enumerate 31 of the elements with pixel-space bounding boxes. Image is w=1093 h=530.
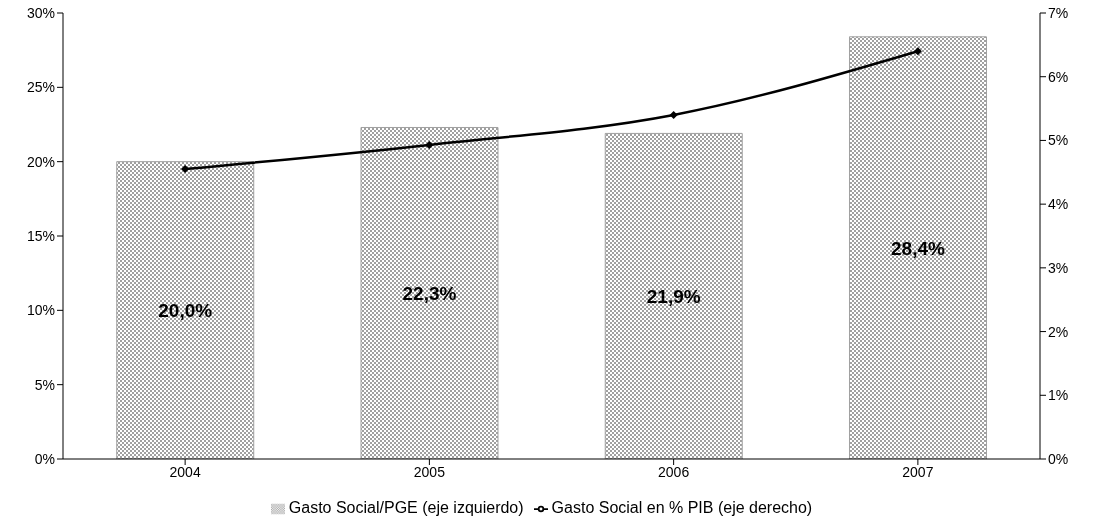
y-tick-label: 30% bbox=[26, 4, 55, 21]
bar bbox=[848, 36, 987, 459]
y-tick-label: 0% bbox=[34, 450, 55, 467]
point bbox=[425, 140, 434, 149]
y2-tick-label: 0% bbox=[1048, 450, 1069, 467]
y-tick-label: 10% bbox=[26, 302, 55, 319]
y2-tick-label: 7% bbox=[1048, 4, 1069, 21]
legend-label: Gasto Social/PGE (eje izquierdo) bbox=[288, 499, 524, 516]
y2-tick-label: 1% bbox=[1048, 387, 1069, 404]
x-tick-label: 2006 bbox=[658, 463, 690, 480]
data-label: 22,3% bbox=[402, 282, 457, 304]
data-label: 21,9% bbox=[646, 285, 701, 307]
point bbox=[913, 47, 922, 56]
legend-label: Gasto Social en % PIB (eje derecho) bbox=[551, 499, 813, 516]
y2-tick-label: 5% bbox=[1048, 132, 1069, 149]
data-label: 28,4% bbox=[891, 237, 946, 259]
bar bbox=[604, 132, 743, 459]
y2-tick-label: 4% bbox=[1048, 196, 1069, 213]
bar bbox=[116, 161, 255, 459]
x-tick-label: 2004 bbox=[169, 463, 201, 480]
y-tick-label: 15% bbox=[26, 227, 55, 244]
y2-tick-label: 2% bbox=[1048, 323, 1069, 340]
y-tick-label: 25% bbox=[26, 79, 55, 96]
y2-tick-label: 3% bbox=[1048, 259, 1069, 276]
y2-tick-label: 6% bbox=[1048, 68, 1069, 85]
x-tick-label: 2007 bbox=[902, 463, 934, 480]
y-tick-label: 5% bbox=[34, 376, 55, 393]
x-tick-label: 2005 bbox=[413, 463, 446, 480]
bar bbox=[360, 126, 499, 459]
point bbox=[669, 110, 678, 119]
y-tick-label: 20% bbox=[26, 153, 55, 170]
